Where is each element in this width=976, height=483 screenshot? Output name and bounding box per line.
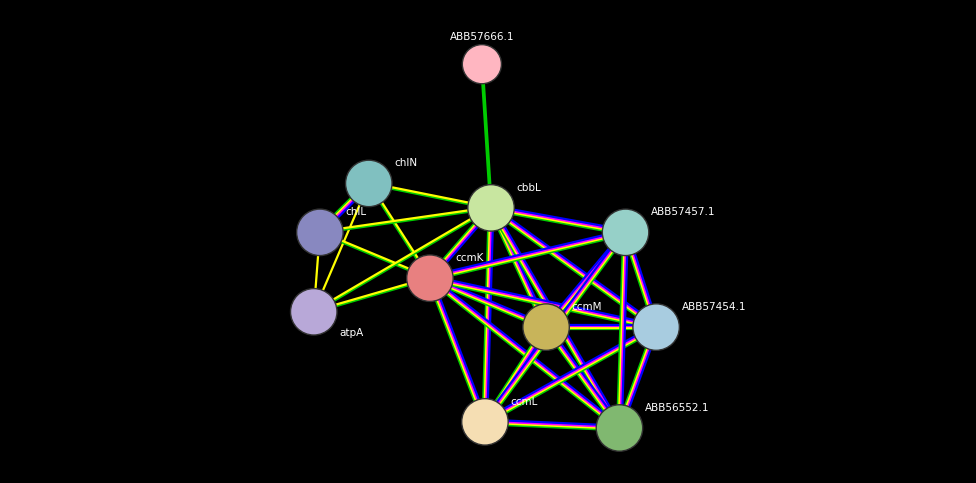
Text: chlN: chlN xyxy=(394,158,418,168)
Text: ccmM: ccmM xyxy=(572,302,602,312)
Text: atpA: atpA xyxy=(340,328,364,338)
Text: ABB56552.1: ABB56552.1 xyxy=(645,403,710,413)
Text: ABB57457.1: ABB57457.1 xyxy=(651,207,715,217)
Circle shape xyxy=(523,304,569,350)
Circle shape xyxy=(468,185,514,231)
Circle shape xyxy=(462,398,508,445)
Text: ABB57666.1: ABB57666.1 xyxy=(450,32,514,42)
Circle shape xyxy=(297,209,344,256)
Circle shape xyxy=(596,405,642,451)
Text: ccmK: ccmK xyxy=(456,253,484,263)
Circle shape xyxy=(407,255,453,301)
Text: ccmL: ccmL xyxy=(510,397,538,407)
Circle shape xyxy=(632,304,679,350)
Circle shape xyxy=(346,160,392,207)
Circle shape xyxy=(463,44,502,84)
Text: cbbL: cbbL xyxy=(516,183,542,193)
Text: chlL: chlL xyxy=(346,207,367,217)
Circle shape xyxy=(602,209,649,256)
Circle shape xyxy=(291,288,337,335)
Text: ABB57454.1: ABB57454.1 xyxy=(682,302,747,312)
